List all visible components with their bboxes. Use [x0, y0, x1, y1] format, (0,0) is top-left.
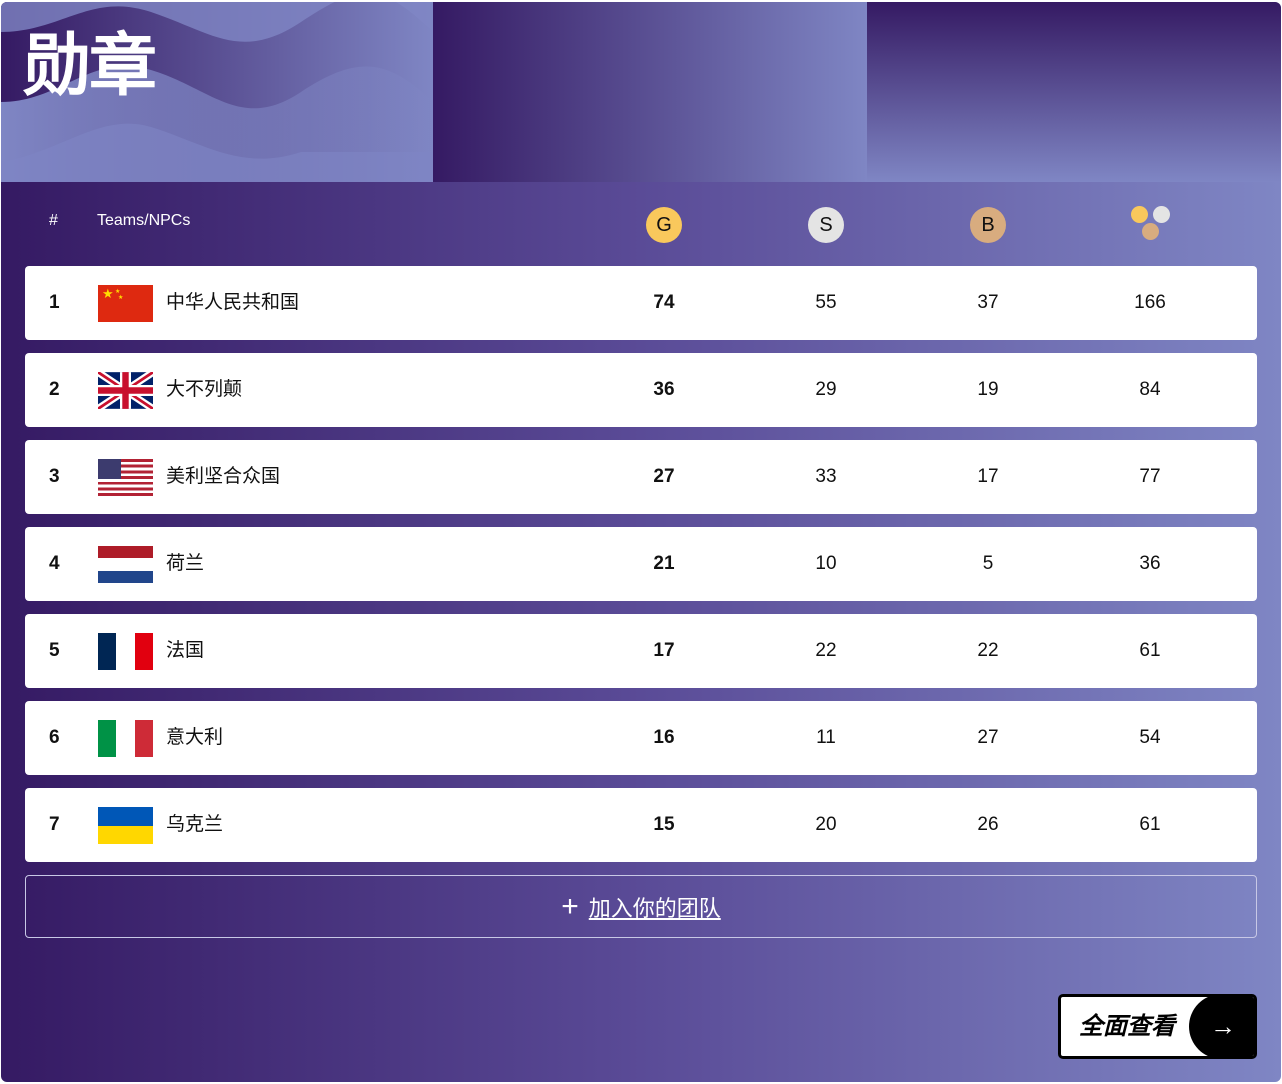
flag-usa-icon [98, 459, 153, 496]
header-rank: # [49, 212, 58, 229]
bronze-count: 27 [977, 727, 999, 748]
gold-count: 27 [653, 466, 675, 487]
bronze-count: 17 [977, 466, 999, 487]
silver-count: 29 [815, 379, 837, 400]
flag-ukraine-icon [98, 807, 153, 844]
bronze-count: 5 [982, 553, 994, 574]
view-all-label: 全面查看 [1079, 1013, 1175, 1040]
table-row[interactable]: 4 荷兰 21 10 5 36 [25, 527, 1257, 601]
total-count: 61 [1139, 814, 1161, 835]
table-row[interactable]: 1 ★ ★ ★ 中华人民共和国 74 55 37 166 [25, 266, 1257, 340]
rank: 7 [49, 814, 60, 835]
rank: 1 [49, 292, 60, 313]
total-count: 61 [1139, 640, 1161, 661]
silver-count: 11 [816, 727, 836, 748]
add-team-button[interactable]: + 加入你的团队 [25, 875, 1257, 938]
plus-icon: + [561, 889, 579, 923]
total-count: 54 [1139, 727, 1161, 748]
rank: 3 [49, 466, 60, 487]
header-team: Teams/NPCs [97, 212, 191, 229]
table-row[interactable]: 3 美利坚合众国 27 33 17 77 [25, 440, 1257, 514]
bronze-count: 19 [977, 379, 999, 400]
rank: 4 [49, 553, 60, 574]
team-name: 意大利 [166, 727, 224, 748]
bronze-count: 26 [977, 814, 999, 835]
gold-count: 36 [653, 379, 675, 400]
gold-count: 15 [653, 814, 675, 835]
page-title: 勋章 [23, 28, 157, 104]
silver-medal-icon: S [808, 207, 844, 243]
table-row[interactable]: 7 乌克兰 15 20 26 61 [25, 788, 1257, 862]
silver-count: 10 [815, 553, 837, 574]
hero-wave-panel: 勋章 [1, 2, 433, 182]
bronze-count: 37 [977, 292, 999, 313]
gold-count: 16 [653, 727, 675, 748]
flag-china-icon: ★ ★ ★ [98, 285, 153, 322]
hero-panel-middle [433, 2, 867, 182]
silver-count: 20 [815, 814, 837, 835]
team-name: 美利坚合众国 [166, 466, 281, 487]
flag-netherlands-icon [98, 546, 153, 583]
team-name: 大不列颠 [166, 379, 243, 400]
rank: 2 [49, 379, 60, 400]
bronze-count: 22 [977, 640, 999, 661]
table-row[interactable]: 2 大不列颠 36 29 19 84 [25, 353, 1257, 427]
bronze-medal-icon: B [970, 207, 1006, 243]
flag-italy-icon [98, 720, 153, 757]
total-medals-icon [1130, 205, 1174, 243]
hero-panel-right [867, 2, 1281, 182]
gold-count: 21 [653, 553, 675, 574]
view-all-button[interactable]: 全面查看 → [1058, 994, 1257, 1059]
table-row[interactable]: 5 法国 17 22 22 61 [25, 614, 1257, 688]
flag-uk-icon [98, 372, 153, 409]
arrow-right-icon: → [1189, 997, 1254, 1056]
team-name: 荷兰 [166, 553, 205, 574]
team-name: 乌克兰 [166, 814, 224, 835]
silver-count: 22 [815, 640, 837, 661]
team-name: 法国 [166, 640, 205, 661]
gold-count: 17 [653, 640, 675, 661]
silver-count: 33 [815, 466, 837, 487]
gold-count: 74 [653, 292, 675, 313]
add-team-label: 加入你的团队 [588, 895, 721, 921]
total-count: 36 [1139, 553, 1161, 574]
total-count: 77 [1139, 466, 1161, 487]
total-count: 166 [1134, 292, 1166, 313]
table-row[interactable]: 6 意大利 16 11 27 54 [25, 701, 1257, 775]
flag-france-icon [98, 633, 153, 670]
gold-medal-icon: G [646, 207, 682, 243]
team-name: 中华人民共和国 [166, 292, 300, 313]
total-count: 84 [1139, 379, 1161, 400]
rank: 5 [49, 640, 60, 661]
rank: 6 [49, 727, 60, 748]
silver-count: 55 [815, 292, 837, 313]
